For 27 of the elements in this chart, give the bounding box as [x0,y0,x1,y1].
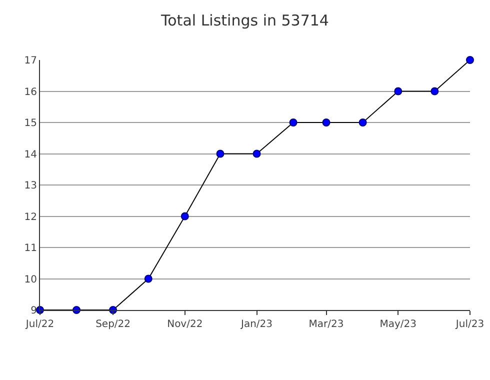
y-tick-label: 17 [24,56,37,66]
point [289,118,298,126]
y-tick-label: 9 [30,306,37,316]
x-tick-label: Nov/22 [167,319,203,330]
point [144,274,152,283]
y-tick-label: 15 [24,118,37,129]
point [466,56,474,64]
x-tick-label: Jul/23 [454,319,484,330]
point [430,87,439,96]
point [322,118,330,126]
chart-title: Total Listings in 53714 [160,12,329,30]
x-tick-label: Jan/23 [240,319,273,330]
y-tick-label: 16 [24,86,37,98]
point [252,150,261,158]
y-tick-label: 11 [24,243,37,254]
x-tick-label: Sep/22 [96,319,131,330]
x-tick-label: May/23 [380,319,417,330]
point [394,87,402,96]
y-tick-label: 12 [24,212,37,223]
x-tick-label: Mar/23 [308,319,344,330]
y-tick-label: 14 [24,149,37,160]
y-tick-label: 13 [24,180,37,192]
point [180,212,189,220]
point [358,118,367,126]
x-tick-label: Jul/22 [24,319,54,330]
point [216,150,224,158]
y-tick-label: 10 [24,274,37,286]
